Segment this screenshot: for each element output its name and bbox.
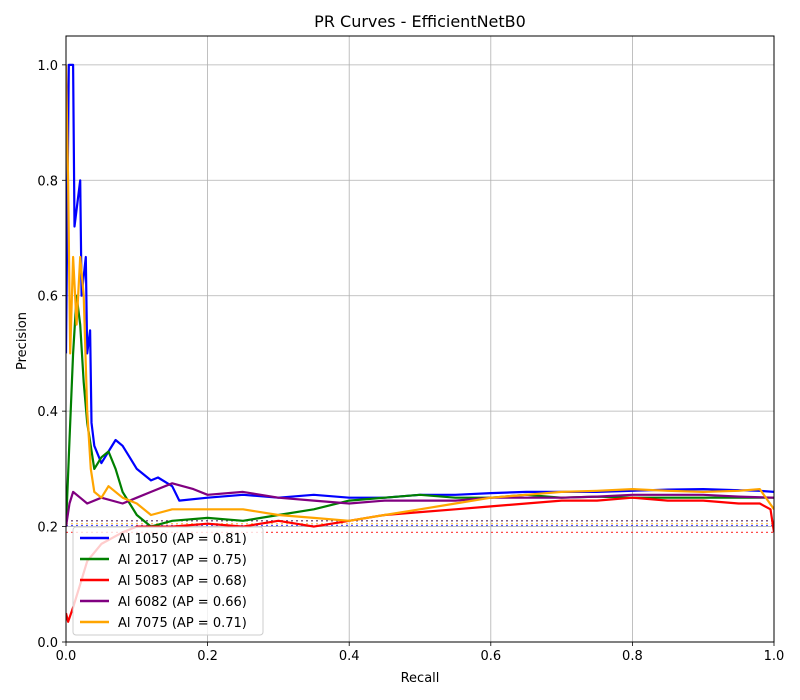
plot-frame xyxy=(65,35,775,643)
legend-label: Al 2017 (AP = 0.75) xyxy=(118,553,247,568)
x-axis-title: Recall xyxy=(401,671,440,686)
x-tick-label: 0.2 xyxy=(197,649,218,664)
y-tick-label: 0.6 xyxy=(37,290,58,305)
legend-box xyxy=(72,526,264,636)
y-tick-label: 0.8 xyxy=(37,174,58,189)
y-tick-label: 0.4 xyxy=(37,405,58,420)
x-tick-label: 0.6 xyxy=(480,649,501,664)
chart-title: PR Curves - EfficientNetB0 xyxy=(314,12,526,31)
x-tick-label: 0.8 xyxy=(622,649,643,664)
y-axis-title: Precision xyxy=(15,312,30,370)
legend: Al 1050 (AP = 0.81) Al 2017 (AP = 0.75) Al… xyxy=(72,526,264,636)
x-tick-label: 0.0 xyxy=(56,649,77,664)
legend-label: Al 1050 (AP = 0.81) xyxy=(118,532,247,547)
y-tick-label: 0.2 xyxy=(37,521,58,536)
legend-label: Al 6082 (AP = 0.66) xyxy=(118,595,247,610)
x-tick-label: 1.0 xyxy=(764,649,785,664)
legend-label: Al 5083 (AP = 0.68) xyxy=(118,574,247,589)
series-line-5 xyxy=(66,64,774,522)
series-line-4 xyxy=(66,482,774,527)
y-tick-label: 1.0 xyxy=(37,59,58,74)
y-tick-label: 0.0 xyxy=(37,636,58,651)
x-tick-label: 0.4 xyxy=(339,649,360,664)
legend-label: Al 7075 (AP = 0.71) xyxy=(118,616,247,631)
